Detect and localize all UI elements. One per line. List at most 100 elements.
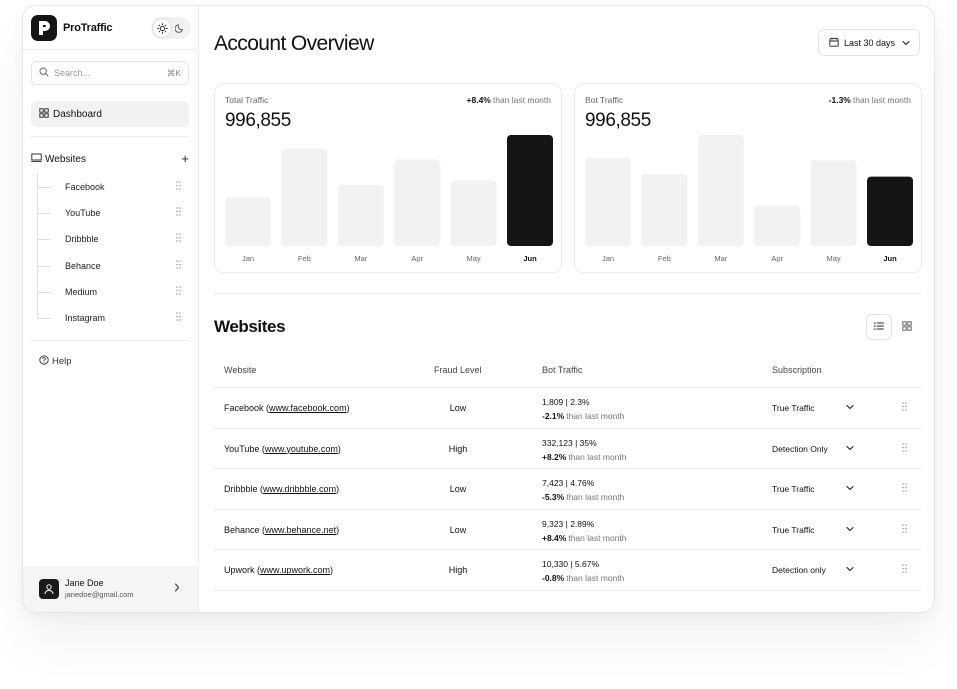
delta-suffix: than last month (566, 492, 625, 503)
chart-bar-apr[interactable] (394, 159, 441, 246)
subscription-dropdown[interactable] (846, 524, 854, 534)
grip-icon[interactable] (902, 402, 907, 413)
tree-branch (37, 239, 51, 241)
user-menu[interactable]: Jane Doe janedoe@gmail.com (23, 566, 198, 612)
grip-icon[interactable] (176, 312, 181, 323)
list-view-button[interactable] (866, 314, 892, 340)
chart-bar-mar[interactable] (697, 135, 744, 246)
grip-icon[interactable] (902, 483, 907, 494)
sidebar-item-label: Behance (65, 260, 101, 271)
search-input[interactable] (54, 68, 167, 78)
chevron-down-icon (846, 526, 854, 531)
grip-icon[interactable] (176, 259, 181, 271)
theme-toggle[interactable] (151, 17, 191, 39)
sidebar-item-behance[interactable]: Behance (37, 253, 189, 279)
table-row[interactable]: Behance (www.behance.net) Low 9,323 | 2.… (214, 510, 921, 551)
delta-value: -1.3% (828, 95, 851, 105)
chart-bar-jun[interactable] (507, 135, 553, 246)
grip-icon[interactable] (176, 181, 181, 192)
fraud-level: Low (449, 403, 467, 413)
sidebar-item-help[interactable]: Help (39, 355, 72, 368)
card-label: Total Traffic (225, 95, 269, 105)
website-link[interactable]: www.upwork.com (260, 565, 331, 576)
chart-tick-label: Feb (658, 254, 671, 263)
chart-bar-feb[interactable] (281, 148, 328, 246)
chart-tick-label: Mar (714, 254, 727, 263)
moon-icon[interactable] (171, 19, 189, 37)
sidebar-item-youtube[interactable]: YouTube (37, 200, 189, 226)
total-traffic-card: Jan Feb Mar Apr May Jun Total Traffic +8.4% th… (214, 83, 562, 273)
bot-traffic-cell: 7,423 | 4.76% -5.3% than last month (542, 476, 624, 504)
chart-bar-jan[interactable] (585, 157, 631, 246)
chart-bar-apr[interactable] (754, 205, 801, 246)
chart-bar-mar[interactable] (337, 184, 384, 246)
sidebar-item-label: Medium (65, 286, 98, 297)
sidebar-websites-header[interactable]: Websites + (31, 151, 189, 167)
subscription-dropdown[interactable] (846, 443, 854, 453)
search-icon (39, 66, 49, 80)
subscription-dropdown[interactable] (846, 402, 854, 412)
table-row[interactable]: Facebook (www.facebook.com) Low 1,809 | … (214, 388, 921, 429)
website-link[interactable]: www.dribbble.com (263, 484, 337, 495)
page-title: Account Overview (214, 32, 374, 55)
chart-tick-label: Apr (411, 254, 423, 263)
chart-bar-jan[interactable] (225, 197, 271, 246)
table-row[interactable]: Upwork (www.upwork.com) High 10,330 | 5.… (214, 550, 921, 591)
chart-bar-may[interactable] (810, 160, 857, 246)
website-name: Facebook (224, 403, 264, 413)
chevron-down-icon (902, 38, 910, 48)
user-info: Jane Doe janedoe@gmail.com (65, 578, 133, 600)
website-cell: Upwork (www.upwork.com) (224, 565, 334, 576)
table-row[interactable]: Dribbble (www.dribbble.com) Low 7,423 | … (214, 469, 921, 510)
bot-traffic-value: 10,330 | 5.67% (542, 559, 600, 570)
grip-icon[interactable] (902, 564, 907, 575)
chart-bar-may[interactable] (450, 180, 497, 246)
subscription-dropdown[interactable] (846, 483, 854, 493)
chevron-down-icon (846, 486, 854, 491)
brand: ProTraffic (31, 14, 191, 42)
search-box[interactable]: ⌘K (31, 61, 189, 85)
sidebar-item-facebook[interactable]: Facebook (37, 174, 189, 200)
subscription-dropdown[interactable] (846, 564, 854, 574)
sidebar-item-dashboard[interactable]: Dashboard (31, 101, 189, 127)
website-name: YouTube (224, 443, 260, 454)
add-website-button[interactable]: + (181, 151, 189, 166)
table-row[interactable]: YouTube (www.youtube.com) High 332,123 |… (214, 429, 921, 470)
chart-tick-label: Jun (523, 254, 537, 263)
chevron-down-icon (846, 404, 854, 410)
grip-icon[interactable] (902, 442, 907, 454)
card-delta: -1.3% than last month (829, 95, 911, 105)
chart-bar-jun[interactable] (867, 176, 913, 246)
website-link[interactable]: www.youtube.com (264, 443, 338, 454)
websites-section-title: Websites (214, 317, 286, 336)
sun-icon[interactable] (153, 19, 171, 37)
website-cell: YouTube (www.youtube.com) (224, 443, 341, 454)
list-icon (874, 321, 884, 333)
website-cell: Behance (www.behance.net) (224, 524, 340, 535)
app-name: ProTraffic (63, 22, 113, 34)
website-link[interactable]: www.behance.net (265, 524, 337, 535)
monitor-icon (31, 153, 42, 166)
grip-icon[interactable] (902, 523, 907, 535)
chevron-right-icon[interactable] (174, 583, 180, 595)
grip-icon[interactable] (176, 207, 181, 218)
sidebar-websites-label: Websites (45, 153, 86, 165)
sidebar-item-instagram[interactable]: Instagram (37, 305, 189, 331)
sidebar-item-dribbble[interactable]: Dribbble (37, 226, 189, 252)
websites-table: Website Fraud Level Bot Traffic Subscrip… (214, 355, 921, 591)
delta-suffix: than last month (566, 411, 625, 421)
subscription-value: Detection Only (772, 443, 828, 454)
grip-icon[interactable] (176, 285, 181, 297)
tree-branch (37, 317, 51, 319)
sidebar-item-medium[interactable]: Medium (37, 279, 189, 305)
website-link[interactable]: www.facebook.com (269, 403, 347, 413)
bot-traffic-cell: 332,123 | 35% +8.2% than last month (542, 436, 626, 464)
chart-bar-feb[interactable] (641, 174, 688, 246)
chart-tick-label: Jun (883, 254, 897, 263)
grip-icon[interactable] (176, 233, 181, 244)
grid-view-button[interactable] (894, 314, 920, 340)
sidebar-item-label: Facebook (65, 182, 105, 193)
date-range-dropdown[interactable]: Last 30 days (818, 29, 920, 56)
section-divider (214, 293, 921, 294)
help-label: Help (52, 356, 72, 367)
